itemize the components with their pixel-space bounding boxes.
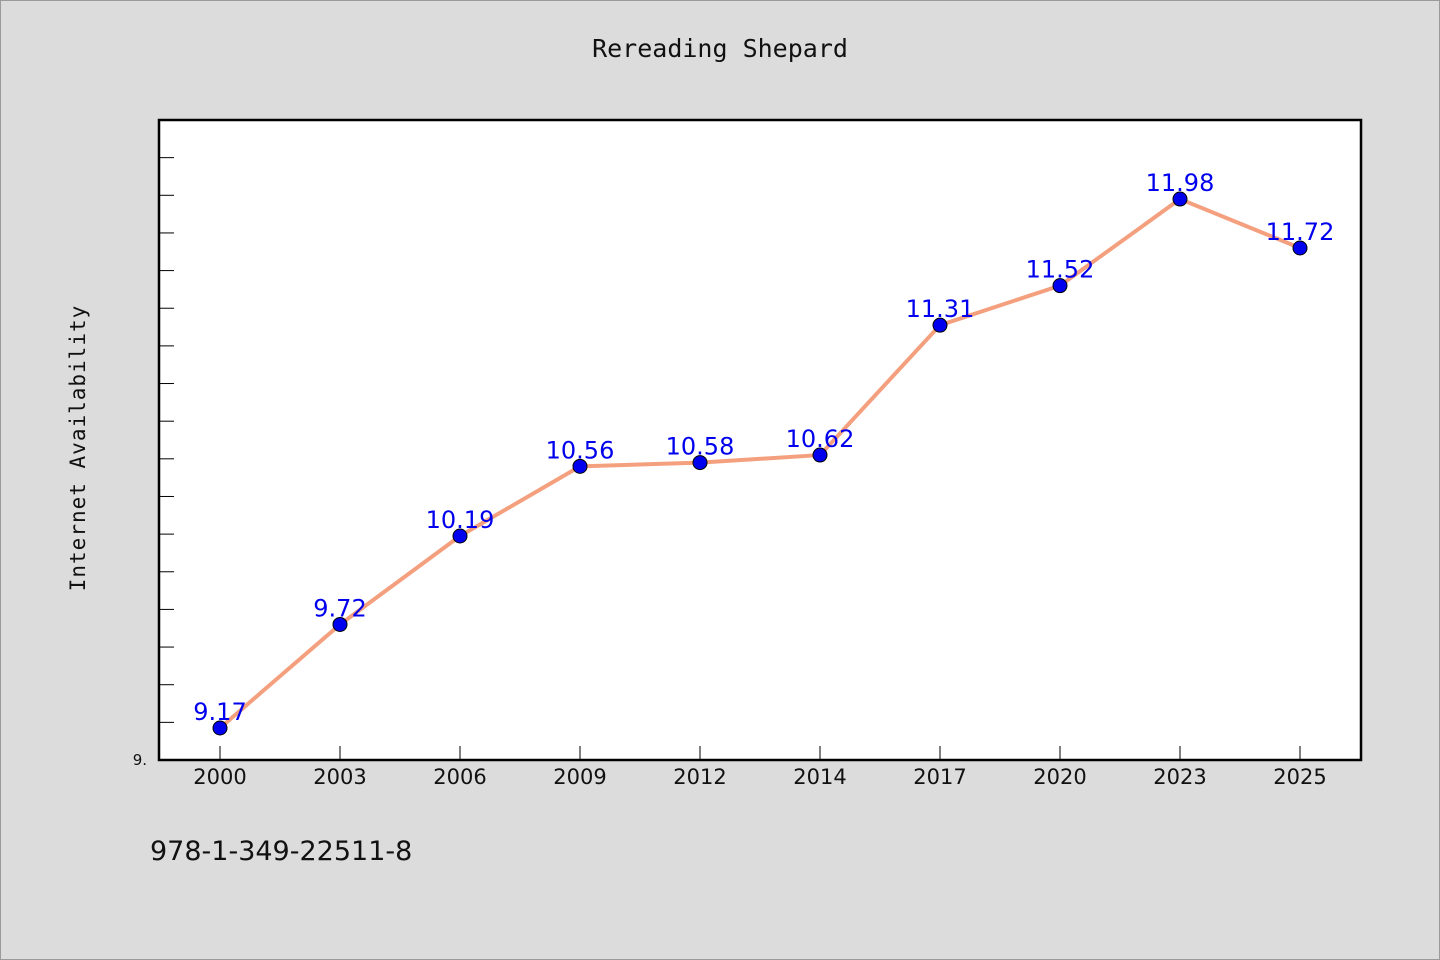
- x-tick-label: 2006: [433, 765, 486, 789]
- x-tick-label: 2020: [1033, 765, 1086, 789]
- series-line: [218, 197, 1302, 730]
- plot-border: [157, 118, 1363, 762]
- x-tick-label: 2003: [313, 765, 366, 789]
- isbn-footnote: 978-1-349-22511-8: [150, 836, 413, 867]
- data-label: 9.72: [313, 594, 366, 622]
- data-point: [212, 720, 228, 736]
- data-point: [812, 447, 828, 463]
- data-point: [1172, 191, 1188, 207]
- data-label: 10.19: [426, 506, 495, 534]
- data-label: 9.17: [193, 698, 246, 726]
- chart-title: Rereading Shepard: [592, 34, 848, 63]
- x-tick-label: 2017: [913, 765, 966, 789]
- x-tick-label: 2000: [193, 765, 246, 789]
- data-label: 11.98: [1146, 169, 1215, 197]
- data-label: 10.56: [546, 436, 615, 464]
- x-tick-label: 2014: [793, 765, 846, 789]
- data-point: [572, 458, 588, 474]
- data-point: [332, 616, 348, 632]
- data-label: 10.58: [666, 433, 735, 461]
- y-tick-label: 9.: [133, 751, 147, 769]
- data-point: [692, 455, 708, 471]
- data-label: 10.62: [786, 425, 855, 453]
- data-label: 11.52: [1026, 256, 1095, 284]
- x-tick-label: 2023: [1153, 765, 1206, 789]
- x-tick-label: 2025: [1273, 765, 1326, 789]
- plot-area: [159, 120, 1361, 760]
- data-point: [932, 317, 948, 333]
- data-label: 11.31: [906, 295, 975, 323]
- x-tick-label: 2012: [673, 765, 726, 789]
- data-point: [1052, 278, 1068, 294]
- data-point: [1292, 240, 1308, 256]
- data-label: 11.72: [1266, 218, 1335, 246]
- x-tick-label: 2009: [553, 765, 606, 789]
- data-point: [452, 528, 468, 544]
